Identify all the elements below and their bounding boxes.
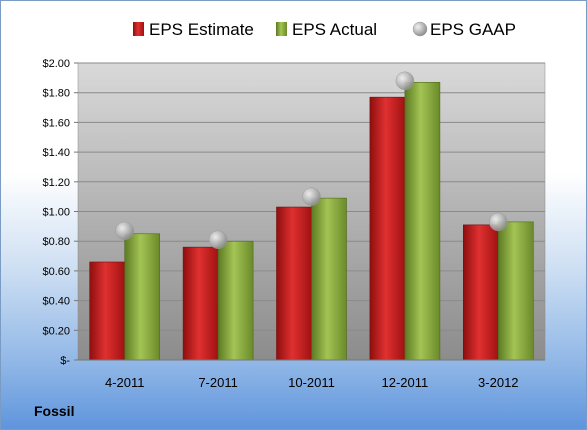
y-tick-label: $0.60	[42, 266, 70, 278]
bar-eps-actual	[404, 82, 441, 361]
legend-label: EPS Actual	[292, 20, 377, 39]
bar-eps-actual	[217, 240, 254, 361]
y-tick-label: $2.00	[42, 58, 70, 70]
point-eps-gaap	[208, 230, 228, 249]
x-tick-label: 4-2011	[105, 375, 145, 390]
legend: EPS Estimate EPS Actual EPS GAAP	[133, 20, 516, 39]
bar-eps-estimate	[89, 261, 125, 361]
bar-eps-estimate	[369, 96, 406, 361]
bar-eps-actual	[311, 197, 347, 361]
y-tick-label: $1.20	[42, 177, 70, 189]
bar-eps-actual	[497, 221, 534, 361]
x-tick-label: 12-2011	[382, 375, 429, 390]
y-tick-label: $0.20	[42, 325, 70, 337]
legend-swatch	[133, 22, 144, 36]
x-tick-label: 3-2012	[478, 375, 518, 390]
point-eps-gaap	[115, 221, 134, 241]
legend-swatch	[276, 22, 287, 36]
y-tick-label: $0.40	[42, 296, 70, 308]
y-tick-label: $1.00	[42, 207, 70, 219]
point-eps-gaap	[489, 212, 508, 232]
bars	[89, 71, 534, 361]
bar-eps-estimate	[276, 206, 312, 361]
legend-label: EPS GAAP	[430, 20, 516, 39]
x-axis-ticks: 4-2011 7-2011 10-2011 12-2011 3-2012	[78, 359, 545, 390]
bar-eps-actual	[124, 233, 160, 361]
y-axis-ticks: $- $0.20 $0.40 $0.60 $0.80 $1.00 $1.20 $1.40 $1.…	[42, 58, 78, 367]
y-tick-label: $0.80	[42, 236, 70, 248]
x-tick-label: 7-2011	[198, 375, 238, 390]
bar-eps-estimate	[462, 224, 499, 361]
y-tick-label: $-	[60, 355, 70, 367]
y-tick-label: $1.40	[42, 147, 70, 159]
company-name: Fossil	[34, 403, 75, 419]
legend-label: EPS Estimate	[149, 20, 254, 39]
x-tick-label: 10-2011	[288, 375, 335, 390]
point-eps-gaap	[395, 71, 415, 91]
point-eps-gaap	[302, 187, 321, 206]
legend-swatch	[412, 21, 428, 37]
y-tick-label: $1.80	[42, 88, 70, 100]
bar-eps-estimate	[182, 246, 219, 361]
y-tick-label: $1.60	[42, 117, 70, 129]
